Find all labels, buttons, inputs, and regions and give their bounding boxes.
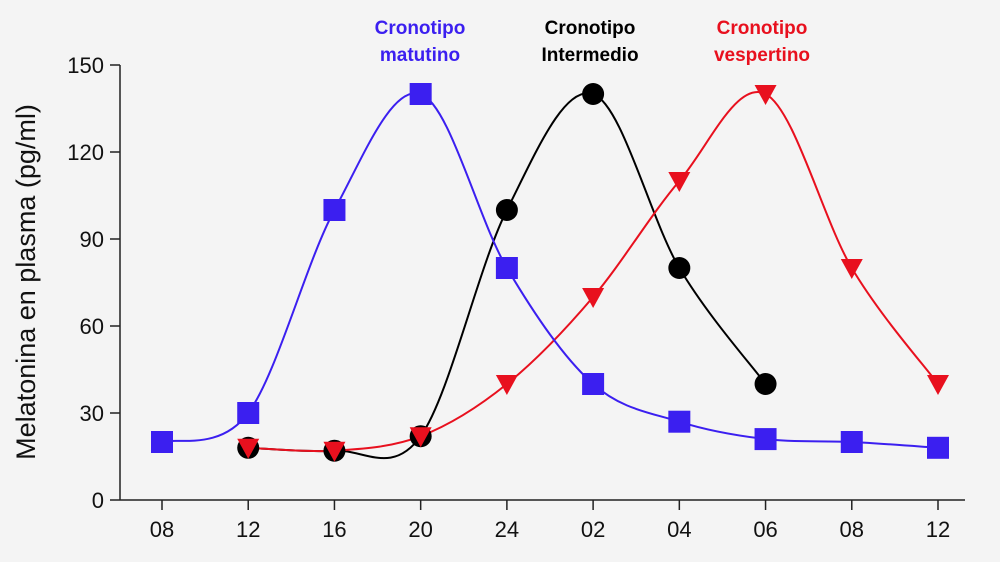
data-point-matutino	[927, 436, 949, 459]
y-tick-label: 30	[80, 401, 104, 426]
data-point-vespertino	[840, 259, 863, 279]
series-label-intermedio: Cronotipo	[545, 18, 636, 39]
data-point-intermedio	[582, 83, 605, 105]
data-point-vespertino	[582, 288, 605, 308]
x-tick-label: 08	[150, 517, 174, 542]
data-point-vespertino	[754, 85, 777, 105]
data-point-vespertino	[409, 427, 432, 448]
series-label-intermedio: Intermedio	[541, 45, 638, 66]
data-point-vespertino	[927, 375, 949, 395]
series-label-vespertino: Cronotipo	[717, 18, 808, 39]
y-tick-label: 90	[80, 227, 104, 252]
data-point-matutino	[323, 199, 346, 221]
y-tick-label: 120	[67, 140, 104, 165]
data-point-vespertino	[668, 172, 691, 192]
y-tick-label: 0	[92, 488, 104, 513]
series-line-vespertino	[248, 91, 939, 453]
x-tick-label: 20	[408, 517, 432, 542]
axes: 0 30 60 90 120 150 08 12 16 20 24 02 04 06 08 12	[67, 53, 965, 542]
data-point-matutino	[840, 431, 863, 453]
data-point-matutino	[668, 410, 691, 433]
series-label-vespertino: vespertino	[714, 45, 810, 66]
data-point-matutino	[237, 402, 260, 424]
data-point-intermedio	[495, 199, 518, 221]
data-point-matutino	[409, 83, 432, 105]
data-point-matutino	[754, 428, 777, 451]
data-point-vespertino	[323, 441, 346, 462]
series-label-matutino: matutino	[380, 45, 460, 66]
data-point-vespertino	[237, 438, 260, 459]
data-point-vespertino	[495, 375, 518, 395]
y-tick-label: 150	[67, 53, 104, 78]
x-tick-label: 04	[667, 517, 691, 542]
series-labels: Cronotipo matutino Cronotipo Intermedio Cron…	[375, 18, 810, 66]
x-tick-label: 16	[322, 517, 346, 542]
x-tick-label: 12	[236, 517, 260, 542]
data-point-intermedio	[668, 257, 691, 279]
x-tick-label: 06	[753, 517, 777, 542]
y-tick-label: 60	[80, 314, 104, 339]
series-markers	[151, 83, 949, 462]
x-tick-label: 12	[926, 517, 950, 542]
data-point-matutino	[495, 257, 518, 279]
series-label-matutino: Cronotipo	[375, 18, 466, 39]
data-point-intermedio	[754, 373, 777, 395]
x-tick-label: 02	[581, 517, 605, 542]
data-point-matutino	[151, 431, 173, 453]
x-tick-label: 08	[840, 517, 864, 542]
x-tick-label: 24	[495, 517, 519, 542]
data-point-matutino	[582, 373, 605, 395]
y-axis-title: Melatonina en plasma (pg/ml)	[11, 104, 41, 460]
